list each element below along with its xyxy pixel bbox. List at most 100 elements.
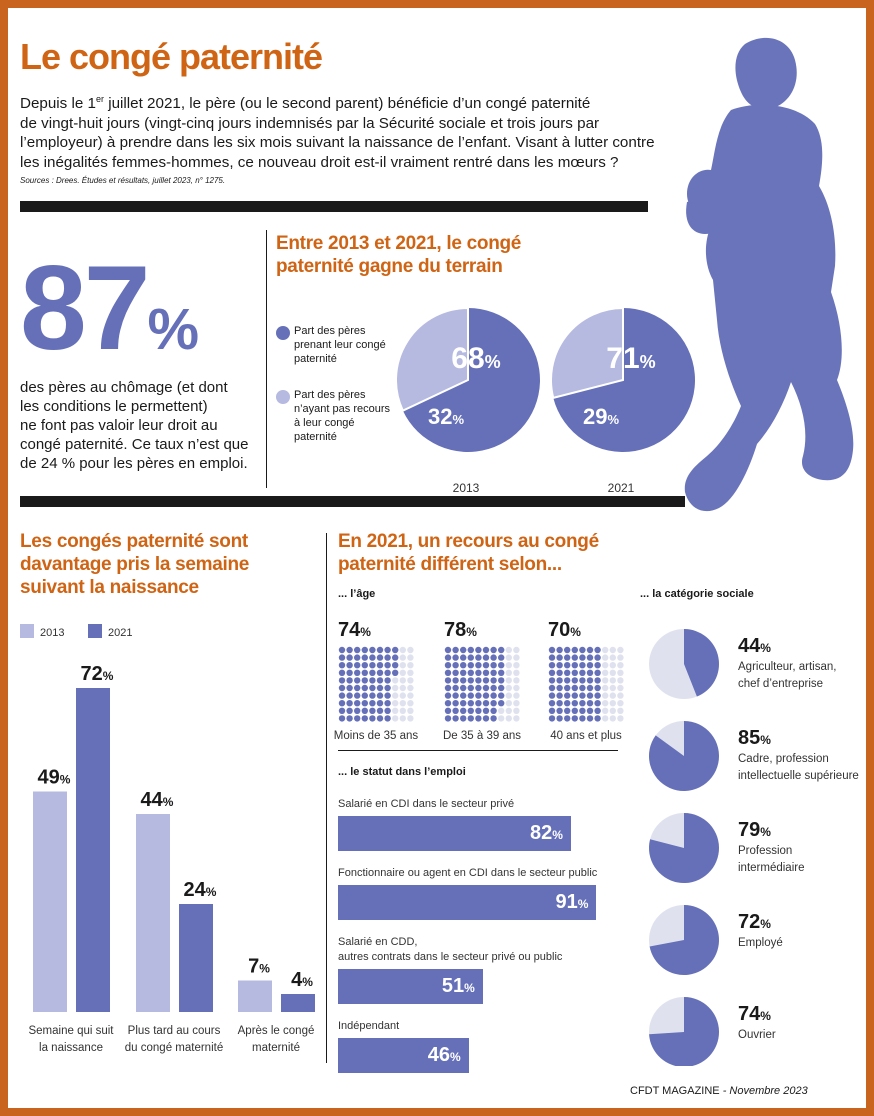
- age-dot: [490, 700, 497, 707]
- age-dot: [505, 654, 512, 661]
- age-dot: [452, 662, 459, 669]
- age-dot: [346, 692, 353, 699]
- cat-pie-slice: [684, 629, 719, 697]
- cat-value-label: 74%: [738, 1003, 771, 1025]
- legend-not: Part des pères n’ayant pas recours à leu…: [294, 388, 390, 444]
- age-dot: [369, 677, 376, 684]
- age-dot: [467, 646, 474, 654]
- age-dot: [460, 684, 467, 692]
- age-dot: [460, 654, 467, 661]
- legend-swatch-2021: [88, 624, 102, 638]
- age-dot: [444, 692, 452, 699]
- age-dot: [617, 662, 624, 669]
- age-category-label: De 35 à 39 ans: [443, 730, 521, 742]
- age-dot: [452, 707, 459, 714]
- age-dot: [346, 707, 353, 714]
- age-category-label: Moins de 35 ans: [334, 730, 419, 742]
- age-dot: [564, 707, 571, 714]
- age-dot: [564, 662, 571, 669]
- age-dot: [513, 646, 520, 654]
- age-dot: [564, 684, 571, 692]
- recours-title: En 2021, un recours au congé paternité d…: [338, 530, 599, 576]
- age-dot: [556, 646, 563, 654]
- age-dot: [475, 715, 482, 722]
- age-dot: [505, 715, 512, 722]
- divider-top: [20, 201, 648, 212]
- age-dot: [354, 662, 361, 669]
- age-dot: [617, 715, 624, 722]
- age-dot: [376, 646, 384, 654]
- statut-category-label: Salarié en CDD,: [338, 936, 418, 948]
- age-dot: [452, 669, 459, 676]
- age-dot: [452, 684, 459, 692]
- age-dot: [498, 662, 505, 669]
- age-dot: [354, 692, 361, 699]
- age-value-label: 78%: [444, 619, 477, 641]
- age-dot: [460, 669, 467, 676]
- vertical-divider-2: [326, 533, 327, 1063]
- age-dot: [467, 669, 474, 676]
- age-dot: [467, 707, 474, 714]
- source-note: Sources : Drees. Études et résultats, ju…: [20, 176, 226, 185]
- legend-taking: Part des pères prenant leur congé patern…: [294, 324, 386, 366]
- age-dot: [399, 669, 406, 676]
- age-dot: [346, 684, 353, 692]
- age-dot: [369, 684, 376, 692]
- pie-slice-taking: [402, 308, 540, 452]
- age-dot: [548, 715, 556, 722]
- age-dot: [460, 715, 467, 722]
- age-dot: [513, 669, 520, 676]
- age-dot: [346, 677, 353, 684]
- age-title: ... l’âge: [338, 588, 376, 600]
- age-dot: [444, 654, 452, 661]
- age-dot: [564, 654, 571, 661]
- age-dot: [498, 692, 505, 699]
- intro-line1b: juillet 2021, le père (ou le second pare…: [104, 95, 591, 113]
- age-dot: [490, 692, 497, 699]
- bar-2013: [136, 814, 170, 1012]
- statut-bar: 46%: [338, 1038, 469, 1073]
- age-dot: [369, 692, 376, 699]
- age-dot: [444, 700, 452, 707]
- age-dot: [369, 646, 376, 654]
- age-dot: [556, 715, 563, 722]
- age-dot: [369, 715, 376, 722]
- age-dot: [346, 669, 353, 676]
- bar-value-label: 4%: [291, 969, 313, 991]
- age-dot: [482, 662, 490, 669]
- cat-value-label: 85%: [738, 727, 771, 749]
- age-dot: [361, 707, 368, 714]
- stat-87-number: 87: [20, 241, 150, 375]
- age-dot: [505, 677, 512, 684]
- age-dot: [490, 669, 497, 676]
- bar-category-label: la naissance: [39, 1042, 103, 1054]
- age-dot: [594, 654, 601, 661]
- age-dot: [467, 700, 474, 707]
- age-dot: [609, 715, 616, 722]
- age-dot: [579, 707, 586, 714]
- cat-value-label: 44%: [738, 635, 771, 657]
- age-dot: [594, 707, 601, 714]
- pie-slice-not: [395, 306, 469, 412]
- age-dot: [392, 646, 399, 654]
- age-dot: [498, 707, 505, 714]
- age-dot: [407, 700, 414, 707]
- age-dot: [586, 700, 594, 707]
- age-dot: [594, 646, 601, 654]
- age-dot: [376, 684, 384, 692]
- age-dot: [384, 646, 391, 654]
- age-value-label: 70%: [548, 619, 581, 641]
- bar-value-label: 24%: [184, 879, 217, 901]
- age-dot: [376, 692, 384, 699]
- bar-category-label: Semaine qui suit: [28, 1025, 114, 1037]
- age-dot: [579, 692, 586, 699]
- bar-2021: [76, 688, 110, 1012]
- cat-category-label: Profession: [738, 845, 792, 857]
- bar-category-label: Plus tard au cours: [128, 1025, 221, 1037]
- age-dot: [354, 700, 361, 707]
- age-dot: [513, 677, 520, 684]
- age-dot: [399, 662, 406, 669]
- age-dot: [452, 646, 459, 654]
- age-dot: [617, 700, 624, 707]
- age-dot: [460, 677, 467, 684]
